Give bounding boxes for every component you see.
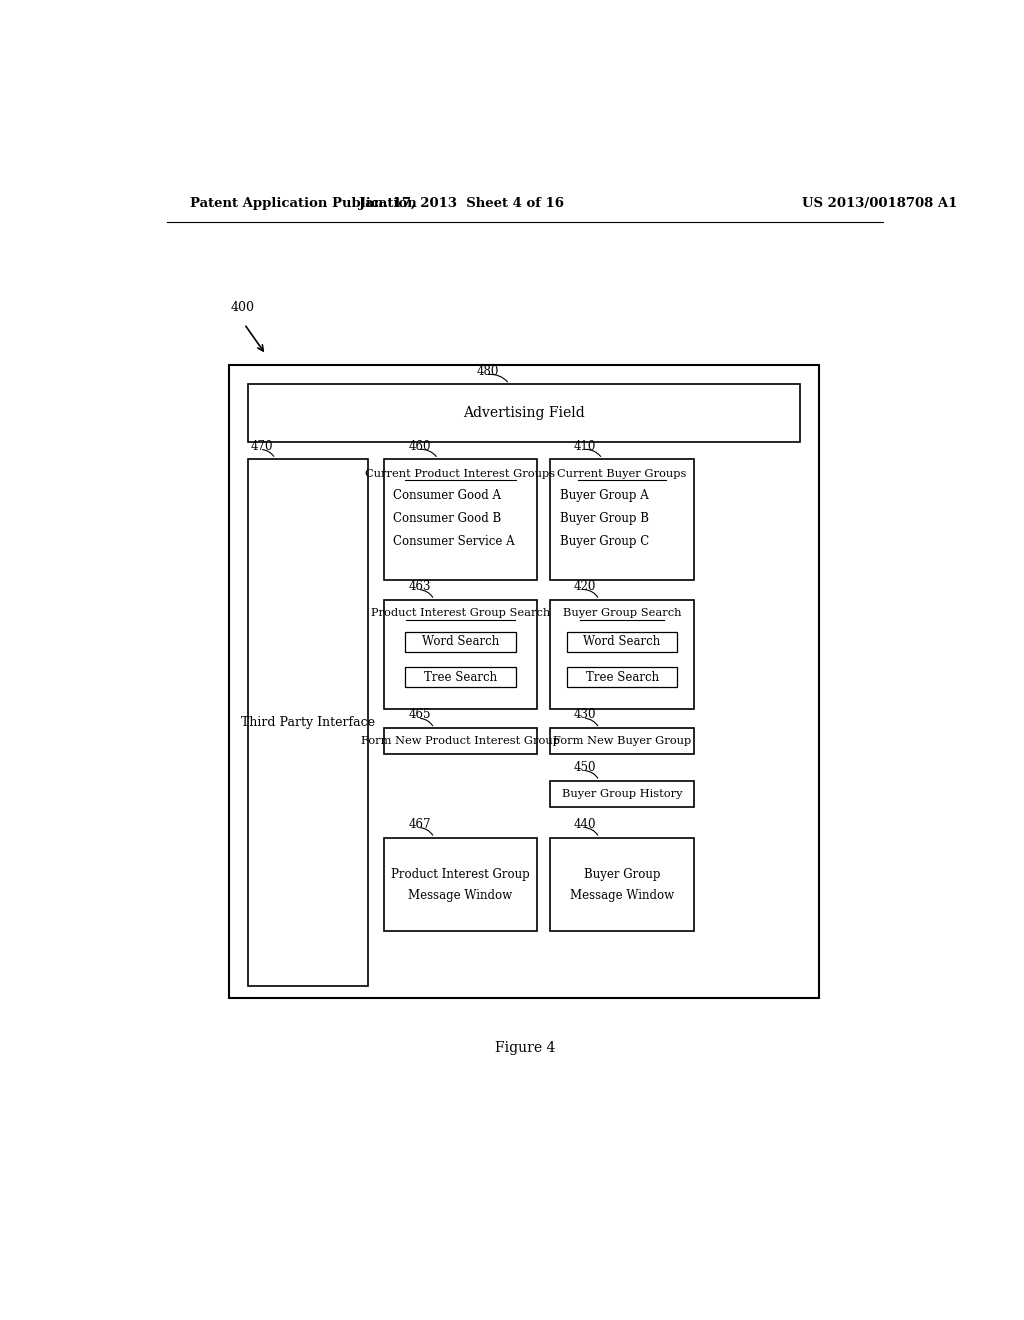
Bar — [384, 838, 538, 932]
Text: 430: 430 — [573, 709, 596, 721]
Text: Current Product Interest Groups: Current Product Interest Groups — [366, 469, 556, 479]
Text: 450: 450 — [573, 760, 596, 774]
Text: Patent Application Publication: Patent Application Publication — [190, 197, 417, 210]
Bar — [248, 459, 369, 986]
Text: Consumer Service A: Consumer Service A — [393, 536, 515, 548]
Bar — [228, 364, 819, 998]
Bar — [550, 780, 693, 807]
Text: 465: 465 — [409, 709, 431, 721]
Text: Buyer Group A: Buyer Group A — [560, 490, 648, 502]
Text: Consumer Good B: Consumer Good B — [393, 512, 502, 525]
Bar — [550, 599, 693, 709]
Text: Buyer Group
Message Window: Buyer Group Message Window — [570, 867, 674, 902]
Text: Tree Search: Tree Search — [424, 671, 497, 684]
Text: Third Party Interface: Third Party Interface — [242, 715, 375, 729]
Text: 470: 470 — [251, 440, 273, 453]
Bar — [567, 668, 677, 688]
Bar — [550, 459, 693, 581]
Bar — [550, 729, 693, 755]
Text: 480: 480 — [477, 364, 499, 378]
Bar — [384, 729, 538, 755]
Bar — [550, 838, 693, 932]
Text: Jan. 17, 2013  Sheet 4 of 16: Jan. 17, 2013 Sheet 4 of 16 — [358, 197, 564, 210]
Text: 420: 420 — [573, 579, 596, 593]
Text: Buyer Group History: Buyer Group History — [562, 788, 682, 799]
Text: 460: 460 — [409, 440, 431, 453]
Text: 467: 467 — [409, 817, 431, 830]
Text: Advertising Field: Advertising Field — [463, 405, 585, 420]
Text: Tree Search: Tree Search — [586, 671, 658, 684]
Bar — [384, 459, 538, 581]
Bar — [567, 632, 677, 652]
Text: Buyer Group C: Buyer Group C — [560, 536, 649, 548]
Text: 440: 440 — [573, 817, 596, 830]
Bar — [384, 599, 538, 709]
Text: US 2013/0018708 A1: US 2013/0018708 A1 — [802, 197, 957, 210]
Text: Product Interest Group
Message Window: Product Interest Group Message Window — [391, 867, 529, 902]
Text: Form New Buyer Group: Form New Buyer Group — [553, 737, 691, 746]
Text: Word Search: Word Search — [422, 635, 499, 648]
Text: 410: 410 — [573, 440, 596, 453]
Text: Figure 4: Figure 4 — [495, 1040, 555, 1055]
Text: Product Interest Group Search: Product Interest Group Search — [371, 609, 550, 619]
Text: Buyer Group B: Buyer Group B — [560, 512, 648, 525]
Text: Buyer Group Search: Buyer Group Search — [563, 609, 681, 619]
Text: Consumer Good A: Consumer Good A — [393, 490, 501, 502]
Bar — [406, 632, 515, 652]
Bar — [248, 384, 800, 442]
Text: Form New Product Interest Group: Form New Product Interest Group — [361, 737, 560, 746]
Text: Current Buyer Groups: Current Buyer Groups — [557, 469, 687, 479]
Text: 463: 463 — [409, 579, 431, 593]
Text: 400: 400 — [230, 301, 254, 314]
Bar — [406, 668, 515, 688]
Text: Word Search: Word Search — [584, 635, 660, 648]
